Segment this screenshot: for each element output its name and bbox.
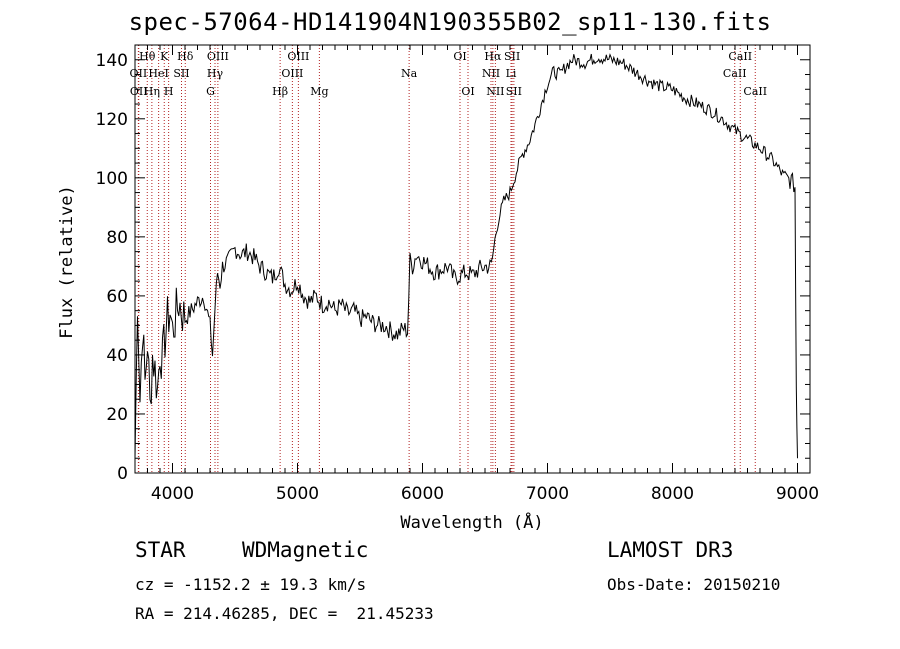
object-class: STAR [135,538,186,562]
line-label-17: OI [453,50,466,63]
spectrum-series-line [134,53,798,459]
spectral-line-markers [137,45,756,473]
x-axis-ticks: 4000 5000 6000 7000 8000 9000 [147,45,819,504]
y-axis-label: Flux (relative) [57,185,77,339]
object-subclass: WDMagnetic [242,538,369,562]
line-label-25: CaII [723,67,747,80]
line-label-9: OIII [207,50,229,63]
y-tick-label: 120 [96,110,128,130]
x-tick-label: 8000 [651,484,694,504]
redshift-readout: cz = -1152.2 ± 19.3 km/s [135,575,367,594]
observation-date: Obs-Date: 20150210 [607,575,781,594]
y-tick-label: 60 [106,287,128,307]
x-tick-label: 7000 [526,484,569,504]
line-label-4: HeI [148,67,168,80]
y-tick-label: 140 [96,51,128,71]
line-label-10: Hγ [207,67,224,80]
line-label-1: OII [130,67,148,80]
line-label-15: Mg [310,85,328,98]
line-label-7: Hδ [177,50,194,63]
line-label-5: K [160,50,169,63]
line-label-27: CaII [743,85,767,98]
line-label-12: Hβ [272,85,288,98]
line-label-6: H [164,85,174,98]
line-label-13: OIII [281,67,303,80]
x-tick-label: 4000 [151,484,194,504]
x-axis-label: Wavelength (Å) [400,511,543,533]
line-label-24: SII [506,85,522,98]
line-label-21: NII [486,85,504,98]
y-tick-label: 100 [96,169,128,189]
coordinates-readout: RA = 214.46285, DEC = 21.45233 [135,604,434,623]
y-tick-label: 40 [106,346,128,366]
line-label-23: SII [504,50,520,63]
y-axis-ticks: 0 20 40 60 80 100 120 140 [96,51,810,484]
line-label-0: Hθ [139,50,156,63]
x-tick-label: 6000 [401,484,444,504]
line-label-22: Li [506,67,517,80]
line-label-18: OI [461,85,474,98]
x-tick-label: 9000 [776,484,819,504]
line-label-8: SII [173,67,189,80]
line-label-16: Na [401,67,418,80]
plot-frame [134,44,811,474]
line-label-3: Hη [144,85,160,98]
y-tick-label: 20 [106,405,128,425]
x-tick-label: 5000 [276,484,319,504]
line-label-2: OII [130,85,148,98]
line-label-20: Hα [484,50,502,63]
y-tick-label: 80 [106,228,128,248]
line-label-26: CaII [728,50,752,63]
line-label-11: G [206,85,215,98]
y-tick-label: 0 [117,464,128,484]
line-label-19: NII [482,67,500,80]
chart-title: spec-57064-HD141904N190355B02_sp11-130.f… [128,8,772,36]
survey-name: LAMOST DR3 [607,538,734,562]
line-label-14: OIII [287,50,309,63]
